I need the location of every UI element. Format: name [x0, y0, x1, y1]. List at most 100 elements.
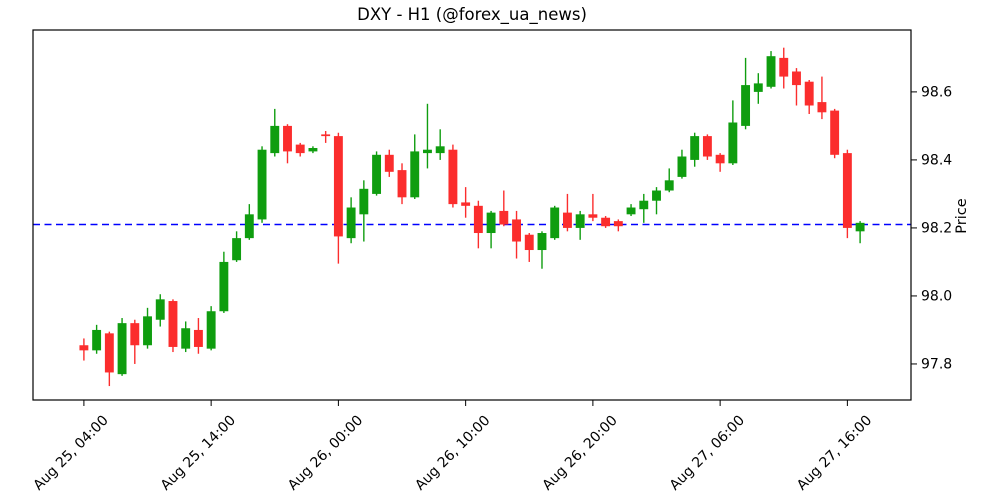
candle-40 — [588, 193, 598, 222]
chart-title: DXY - H1 (@forex_ua_news) — [357, 5, 587, 25]
candle-21 — [346, 197, 356, 244]
candle-body — [550, 207, 560, 239]
candle-31 — [473, 200, 483, 249]
x-tick-label: Aug 27, 16:00 — [794, 413, 875, 494]
candle-36 — [537, 231, 547, 269]
candle-29 — [448, 144, 458, 208]
candles-layer — [79, 47, 865, 387]
candle-27 — [423, 103, 432, 169]
x-tick-label: Aug 26, 20:00 — [539, 413, 620, 494]
candle-body — [766, 56, 776, 87]
candle-body — [702, 136, 712, 157]
candle-body — [359, 188, 369, 215]
candle-7 — [168, 299, 178, 353]
candle-body — [193, 329, 203, 347]
candle-body — [79, 345, 89, 351]
candle-body — [130, 323, 140, 346]
candle-body — [499, 210, 509, 225]
candle-9 — [193, 318, 203, 354]
candle-body — [206, 311, 216, 349]
candle-2 — [104, 331, 114, 387]
candle-8 — [181, 321, 191, 353]
candle-37 — [550, 205, 560, 240]
candle-body — [333, 136, 343, 237]
candle-52 — [741, 57, 751, 130]
candle-53 — [753, 73, 763, 104]
candle-body — [232, 238, 242, 261]
y-tick-label: 98.4 — [921, 152, 952, 168]
candle-56 — [792, 68, 801, 106]
candle-body — [804, 81, 814, 106]
candle-body — [473, 205, 483, 234]
candle-60 — [842, 149, 852, 239]
candle-body — [244, 214, 254, 239]
candle-body — [741, 85, 751, 126]
candle-body — [219, 261, 229, 312]
candle-body — [830, 110, 840, 155]
candle-0 — [79, 338, 89, 361]
y-tick-label: 98.0 — [921, 288, 952, 304]
candle-16 — [283, 124, 292, 164]
candle-24 — [384, 149, 394, 177]
candle-body — [397, 170, 407, 198]
candle-59 — [830, 108, 840, 159]
candle-body — [537, 233, 547, 251]
candle-22 — [359, 180, 369, 242]
candle-body — [690, 136, 700, 160]
candle-body — [384, 154, 394, 172]
candle-18 — [308, 146, 318, 154]
candle-47 — [677, 149, 687, 179]
candle-55 — [779, 47, 789, 89]
candle-44 — [639, 193, 649, 223]
candle-body — [639, 200, 649, 210]
candle-body — [562, 212, 572, 228]
candle-46 — [664, 168, 674, 193]
candle-11 — [219, 251, 229, 313]
candle-body — [423, 149, 432, 154]
candle-body — [715, 154, 725, 164]
candle-51 — [728, 100, 738, 166]
candle-body — [486, 212, 496, 234]
candle-23 — [372, 151, 382, 196]
candle-28 — [435, 129, 445, 160]
candle-57 — [804, 79, 814, 114]
candle-body — [143, 316, 152, 346]
candle-49 — [702, 134, 712, 160]
candle-body — [283, 125, 292, 152]
candle-body — [435, 146, 445, 154]
candle-body — [410, 151, 420, 198]
candle-3 — [117, 318, 127, 376]
candle-body — [461, 202, 471, 206]
candle-body — [817, 102, 827, 113]
candle-body — [168, 301, 178, 347]
candle-body — [652, 190, 661, 201]
candle-body — [575, 214, 585, 228]
candle-17 — [295, 142, 305, 157]
candle-15 — [270, 108, 280, 157]
candle-50 — [715, 153, 725, 172]
plot-border — [32, 29, 912, 401]
candle-42 — [613, 219, 623, 232]
x-tick-label: Aug 27, 06:00 — [667, 413, 748, 494]
candle-body — [346, 207, 356, 239]
candle-body — [779, 57, 789, 77]
candle-19 — [321, 131, 331, 143]
candle-body — [308, 148, 318, 152]
candle-body — [155, 299, 165, 320]
candle-body — [728, 122, 738, 164]
candle-body — [613, 221, 623, 227]
x-tick-label: Aug 25, 14:00 — [158, 413, 239, 494]
candle-body — [842, 153, 852, 228]
candle-41 — [601, 216, 611, 228]
candle-25 — [397, 163, 407, 205]
candle-20 — [333, 132, 343, 264]
candle-35 — [524, 233, 534, 262]
candle-43 — [626, 204, 636, 217]
x-tick-label: Aug 26, 10:00 — [412, 413, 493, 494]
candle-45 — [652, 187, 661, 215]
y-tick-label: 98.6 — [921, 84, 952, 100]
x-tick-label: Aug 25, 04:00 — [31, 413, 112, 494]
candle-body — [181, 328, 191, 349]
